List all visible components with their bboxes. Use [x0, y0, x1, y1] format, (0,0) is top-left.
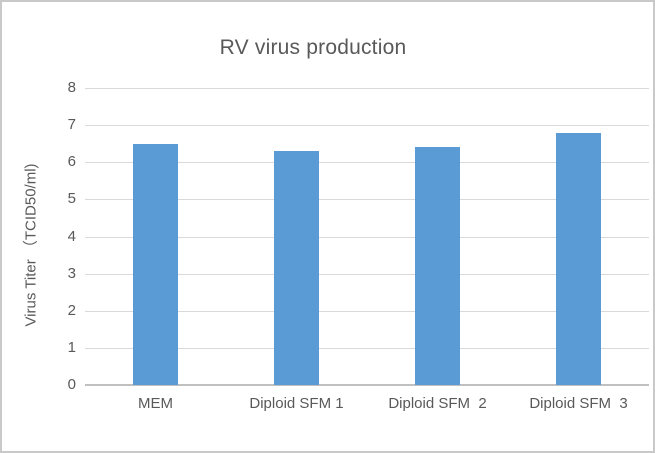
gridline [85, 236, 649, 238]
x-axis-category-label: Diploid SFM 2 [388, 395, 487, 412]
gridline [85, 162, 649, 164]
bar-slot [367, 88, 508, 385]
gridline [85, 310, 649, 312]
bar-4 [556, 132, 601, 385]
y-tick-label: 4 [67, 227, 76, 245]
gridline [85, 347, 649, 349]
y-tick-label: 0 [67, 376, 76, 393]
x-axis-category-label: Diploid SFM 1 [249, 395, 344, 412]
bar-slot [85, 88, 226, 385]
y-tick-label: 2 [67, 301, 76, 319]
x-axis-line [85, 384, 649, 386]
bars [85, 88, 649, 385]
gridline [85, 88, 649, 89]
y-tick-label: 5 [67, 190, 76, 208]
gridline [85, 199, 649, 201]
plot-area [85, 88, 649, 386]
bar-1 [133, 143, 178, 385]
bar-slot [226, 88, 367, 385]
y-tick-label: 3 [67, 264, 76, 282]
y-tick-label: 8 [67, 79, 76, 96]
x-axis-category-label: MEM [138, 395, 173, 412]
bar-3 [415, 147, 460, 385]
y-tick-label: 6 [67, 153, 76, 171]
y-tick-label: 1 [67, 338, 76, 356]
gridline [85, 273, 649, 275]
x-axis-category-label: Diploid SFM 3 [529, 395, 628, 412]
chart-title: RV virus production [219, 36, 407, 59]
bar-slot [508, 88, 649, 385]
bar-2 [274, 151, 319, 385]
x-axis-labels: MEM Diploid SFM 1 Diploid SFM 2 Diploid SFM… [85, 395, 649, 412]
gridline [85, 125, 649, 127]
y-tick-label: 7 [67, 116, 76, 134]
